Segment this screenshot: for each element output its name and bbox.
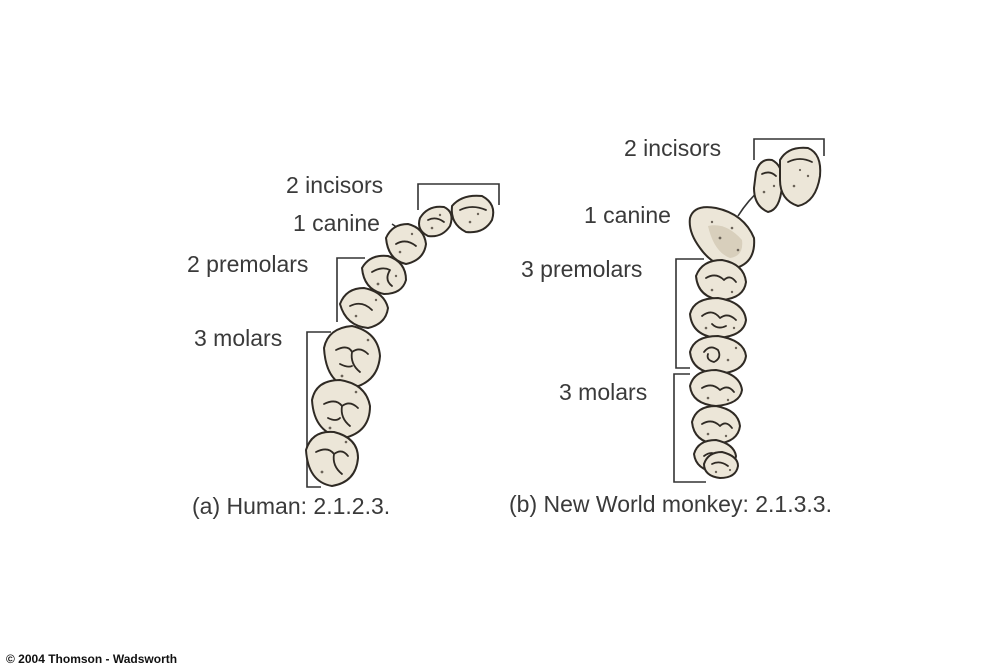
copyright-notice: © 2004 Thomson - Wadsworth [6,652,178,666]
monkey-canine-tooth [688,206,756,270]
monkey-molar-tooth [702,450,740,480]
human-incisors-label: 2 incisors [286,172,383,198]
monkey-molars-label: 3 molars [559,379,647,405]
monkey-caption: (b) New World monkey: 2.1.3.3. [509,491,832,517]
human-canine-label: 1 canine [293,210,380,236]
human-incisors-bracket [417,183,500,210]
monkey-canine-label: 1 canine [584,202,671,228]
monkey-incisors-label: 2 incisors [624,135,721,161]
monkey-incisor-tooth [752,158,784,214]
monkey-premolar-tooth [688,334,748,376]
human-molar-tooth [304,430,360,488]
human-molar-tooth [310,378,372,440]
human-incisor-tooth [450,194,495,234]
human-molar-tooth [322,324,382,390]
human-premolars-label: 2 premolars [187,251,308,277]
monkey-premolars-label: 3 premolars [521,256,642,282]
human-incisor-tooth [418,205,453,238]
monkey-incisors-bracket [753,138,825,160]
monkey-molar-tooth [690,404,742,446]
human-molars-label: 3 molars [194,325,282,351]
human-caption: (a) Human: 2.1.2.3. [192,493,390,519]
monkey-molars-bracket [673,373,706,483]
monkey-dentition: 2 incisors 1 canine 3 premolars 3 molars… [509,135,832,517]
monkey-premolars-bracket [675,258,704,369]
human-premolars-bracket [336,257,365,322]
monkey-premolar-tooth [694,258,748,302]
monkey-premolar-tooth [688,296,748,340]
monkey-molar-tooth [688,368,744,408]
human-premolar-tooth [338,286,390,330]
human-molars-bracket [306,331,331,488]
monkey-incisor-tooth [779,146,822,208]
human-dentition: 2 incisors 1 canine 2 premolars 3 molars… [187,172,500,519]
